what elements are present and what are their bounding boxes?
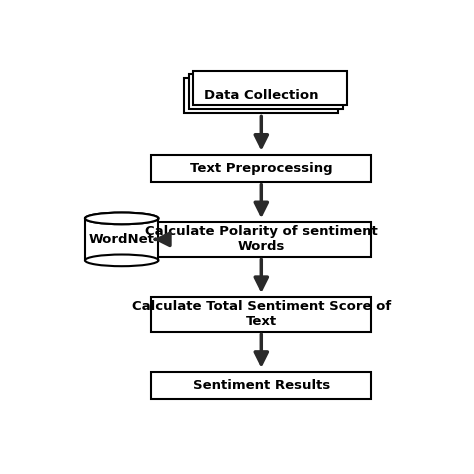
FancyBboxPatch shape: [193, 71, 347, 105]
Ellipse shape: [85, 213, 158, 224]
FancyBboxPatch shape: [151, 297, 372, 331]
FancyBboxPatch shape: [151, 155, 372, 182]
FancyBboxPatch shape: [151, 372, 372, 399]
Text: Text Preprocessing: Text Preprocessing: [190, 162, 333, 175]
FancyBboxPatch shape: [184, 78, 338, 112]
FancyBboxPatch shape: [189, 74, 343, 109]
FancyBboxPatch shape: [151, 222, 372, 257]
Ellipse shape: [85, 212, 158, 224]
Text: Data Collection: Data Collection: [204, 89, 319, 102]
Text: Sentiment Results: Sentiment Results: [192, 379, 330, 392]
Text: Calculate Total Sentiment Score of
Text: Calculate Total Sentiment Score of Text: [132, 300, 391, 328]
Ellipse shape: [85, 255, 158, 266]
Text: Calculate Polarity of sentiment
Words: Calculate Polarity of sentiment Words: [145, 225, 378, 254]
FancyBboxPatch shape: [85, 219, 158, 260]
Text: WordNet: WordNet: [89, 233, 155, 246]
